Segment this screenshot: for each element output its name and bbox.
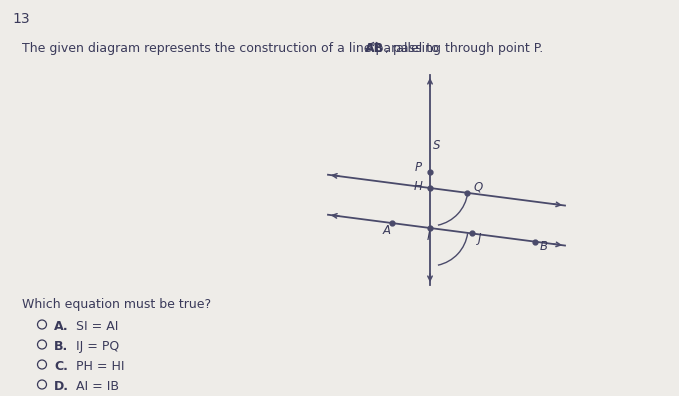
Text: I: I	[426, 230, 430, 243]
Text: AI = IB: AI = IB	[76, 380, 119, 393]
Text: , passing through point P.: , passing through point P.	[386, 42, 544, 55]
Text: H: H	[414, 180, 423, 193]
Text: S: S	[433, 139, 441, 152]
Text: Which equation must be true?: Which equation must be true?	[22, 298, 211, 311]
Text: PH = HI: PH = HI	[76, 360, 124, 373]
Text: B.: B.	[54, 340, 69, 353]
Text: AB: AB	[365, 42, 384, 55]
Text: P: P	[415, 161, 422, 174]
Text: The given diagram represents the construction of a line parallel to: The given diagram represents the constru…	[22, 42, 443, 55]
Text: SI = AI: SI = AI	[76, 320, 118, 333]
Text: A.: A.	[54, 320, 69, 333]
Text: J: J	[478, 232, 481, 246]
Text: C.: C.	[54, 360, 68, 373]
Text: Q: Q	[474, 181, 483, 194]
Text: D.: D.	[54, 380, 69, 393]
Text: IJ = PQ: IJ = PQ	[76, 340, 120, 353]
Text: A: A	[383, 224, 391, 237]
Text: 13: 13	[12, 12, 30, 26]
Text: B: B	[540, 240, 548, 253]
